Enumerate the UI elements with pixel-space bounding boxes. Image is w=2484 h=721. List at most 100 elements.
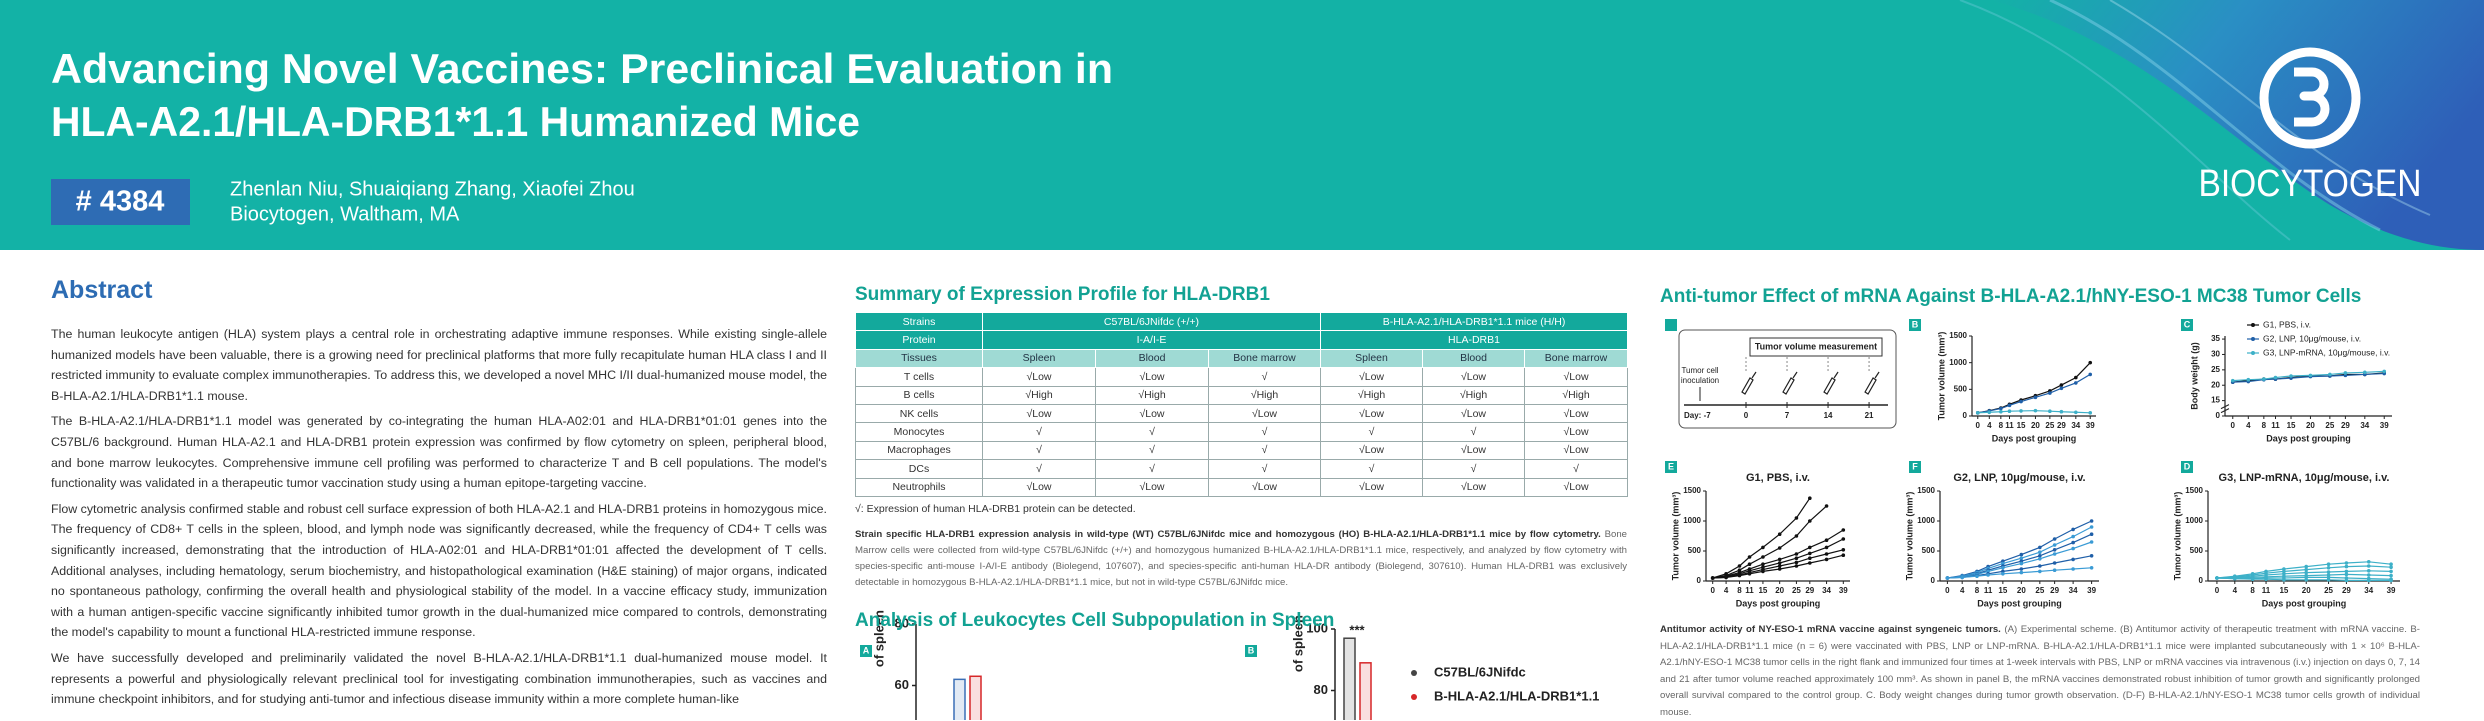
x-tick-label: 29 bbox=[2057, 421, 2066, 430]
data-point bbox=[1841, 537, 1846, 541]
x-tick-label: 39 bbox=[2087, 586, 2096, 595]
x-tick-label: 4 bbox=[1724, 586, 1729, 595]
bar bbox=[969, 675, 982, 720]
panel-label: A bbox=[863, 645, 870, 655]
data-point bbox=[2059, 409, 2064, 414]
table-cell: √Low bbox=[1422, 440, 1525, 461]
data-point bbox=[2038, 564, 2042, 568]
table-cell: √ bbox=[1208, 367, 1321, 387]
legend-marker bbox=[1411, 670, 1417, 676]
data-point bbox=[2328, 372, 2332, 377]
y-tick-label: 15 bbox=[2211, 396, 2220, 405]
y-tick-label: 60 bbox=[895, 677, 909, 692]
data-point bbox=[1808, 556, 1812, 560]
table-cell: √Low bbox=[1523, 403, 1629, 424]
data-point bbox=[2074, 410, 2078, 415]
table-cell: √Low bbox=[982, 367, 1096, 387]
series-line bbox=[1947, 526, 2092, 579]
x-tick-label: 34 bbox=[2069, 586, 2078, 595]
data-point bbox=[1747, 555, 1752, 559]
data-point bbox=[1747, 562, 1752, 566]
table-cell: √ bbox=[1320, 422, 1423, 442]
legend-label: G1, PBS, i.v. bbox=[2263, 319, 2311, 329]
x-tick-label: 25 bbox=[2325, 421, 2334, 430]
data-point bbox=[2389, 562, 2393, 566]
table-cell: √ bbox=[1095, 440, 1209, 461]
data-point bbox=[2308, 373, 2313, 378]
data-point bbox=[2089, 525, 2094, 529]
data-point bbox=[2071, 527, 2075, 532]
y-tick-label: 0 bbox=[2199, 576, 2204, 585]
data-point bbox=[2038, 557, 2042, 561]
data-point bbox=[2089, 540, 2094, 544]
x-tick-label: 39 bbox=[2387, 586, 2396, 595]
data-point bbox=[2366, 578, 2371, 583]
data-point bbox=[1761, 569, 1765, 574]
x-tick-label: 29 bbox=[2050, 586, 2059, 595]
expression-table: Strains C57BL/6JNifdc (+/+) B-HLA-A2.1/HLA… bbox=[855, 311, 1629, 497]
table-cell: √Low bbox=[1523, 440, 1629, 461]
table-cell: √High bbox=[1523, 385, 1629, 405]
x-tick-label: 8 bbox=[1737, 586, 1742, 595]
data-point bbox=[2344, 578, 2349, 583]
data-point bbox=[2038, 550, 2042, 554]
series-line bbox=[1712, 529, 1844, 579]
caption-lead: Antitumor activity of NY-ESO-1 mRNA vacc… bbox=[1660, 624, 2001, 635]
data-point bbox=[2071, 557, 2075, 562]
table-cell: √Low bbox=[1422, 367, 1525, 387]
table-cell: B cells bbox=[855, 385, 983, 405]
series-line bbox=[1712, 554, 1844, 579]
y-axis-label: Tumor volume (mm³) bbox=[2172, 492, 2182, 581]
scheme-frame bbox=[1678, 329, 1897, 429]
table-caption: Strain specific HLA-DRB1 expression anal… bbox=[855, 527, 1627, 591]
table-header-row: Strains C57BL/6JNifdc (+/+) B-HLA-A2.1/HLA… bbox=[855, 311, 1629, 332]
series-line bbox=[2232, 372, 2385, 383]
data-point bbox=[2074, 375, 2078, 380]
x-tick-label: 15 bbox=[2287, 421, 2296, 430]
data-point bbox=[2001, 566, 2005, 570]
table-cell: √Low bbox=[1320, 367, 1423, 387]
syringe bbox=[1864, 371, 1880, 395]
data-point bbox=[1824, 538, 1829, 542]
legend-label: C57BL/6JNifdc bbox=[1434, 664, 1526, 679]
logo-text: BIOCYTOGEN bbox=[2199, 163, 2422, 205]
table-header-cell: I-A/I-E bbox=[982, 330, 1321, 350]
measure-box bbox=[1749, 337, 1883, 357]
x-tick-label: 11 bbox=[1984, 586, 1993, 595]
table-cell: DCs bbox=[855, 459, 983, 479]
day-tick-label: 21 bbox=[1865, 411, 1874, 420]
series-line bbox=[2232, 370, 2385, 382]
data-point bbox=[2366, 560, 2371, 564]
caption-lead: Strain specific HLA-DRB1 expression anal… bbox=[855, 529, 1601, 540]
data-point bbox=[2052, 548, 2057, 552]
x-tick-label: 34 bbox=[2360, 421, 2369, 430]
table-cell: √Low bbox=[1523, 422, 1629, 442]
data-point bbox=[2074, 381, 2078, 385]
panel-label-box bbox=[1665, 319, 1677, 331]
data-point bbox=[2089, 519, 2094, 523]
x-tick-label: 29 bbox=[2341, 421, 2350, 430]
x-tick-label: 4 bbox=[2233, 586, 2238, 595]
data-point bbox=[1777, 532, 1782, 536]
data-point bbox=[1777, 564, 1782, 568]
data-point bbox=[2326, 562, 2331, 566]
panel-label: B bbox=[1248, 645, 1255, 655]
abstract-paragraph: We have successfully developed and preli… bbox=[51, 650, 827, 707]
y-tick-label: 1500 bbox=[1949, 331, 1967, 340]
table-cell: √Low bbox=[982, 403, 1096, 424]
panel-label-box bbox=[1665, 461, 1677, 473]
data-point bbox=[1808, 545, 1812, 550]
data-point bbox=[2344, 572, 2349, 577]
panel-label-box bbox=[2181, 461, 2193, 473]
data-point bbox=[1777, 546, 1782, 550]
x-tick-label: 11 bbox=[1745, 586, 1754, 595]
data-point bbox=[2326, 578, 2331, 582]
series-line bbox=[2216, 577, 2392, 581]
x-tick-label: 39 bbox=[1839, 586, 1848, 595]
table-cell: √High bbox=[1208, 385, 1321, 405]
series-line bbox=[1947, 533, 2092, 579]
panel-label-box bbox=[2181, 319, 2193, 331]
day-tick-label: 14 bbox=[1824, 411, 1833, 420]
table-cell: √ bbox=[1208, 440, 1321, 461]
x-axis-label: Days post grouping bbox=[2262, 598, 2347, 608]
